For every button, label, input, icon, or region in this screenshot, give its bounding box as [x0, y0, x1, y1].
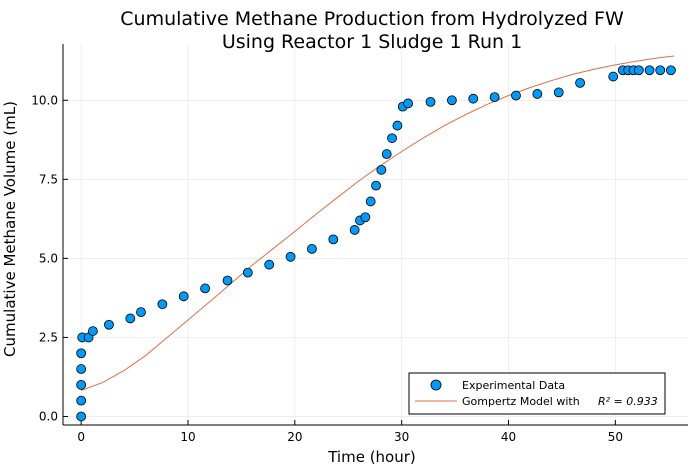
chart-title-line-1: Cumulative Methane Production from Hydro… [120, 8, 624, 30]
data-point [157, 299, 168, 310]
data-point [200, 283, 210, 294]
data-point [633, 65, 644, 76]
data-point [655, 65, 666, 76]
data-point [532, 89, 543, 99]
data-point [425, 96, 436, 107]
data-point [125, 313, 136, 324]
data-point [489, 92, 500, 103]
data-point [381, 149, 392, 159]
axes [62, 44, 688, 426]
data-point [136, 307, 146, 318]
legend-label-r2: R² = 0.933 [598, 395, 658, 408]
x-tick-label: 50 [608, 430, 623, 444]
ticks: 0 10 20 30 40 50 0.0 2.5 5.0 7.5 10.0 [31, 93, 623, 444]
data-point [644, 65, 655, 76]
grid [63, 44, 688, 425]
data-point [76, 364, 87, 374]
y-axis-label: Cumulative Methane Volume (mL) [1, 101, 19, 357]
legend-label-gompertz: Gompertz Model with [462, 395, 580, 408]
data-point [76, 395, 87, 406]
data-point [242, 267, 253, 278]
data-point [264, 259, 275, 270]
data-point [387, 133, 397, 144]
data-point [553, 87, 564, 98]
data-point [575, 77, 585, 88]
data-point [76, 379, 87, 390]
data-point [76, 411, 87, 422]
data-point [392, 120, 403, 131]
y-tick-label: 7.5 [39, 172, 58, 186]
scatter-layer [76, 65, 676, 422]
data-point [365, 196, 376, 207]
x-tick-label: 20 [287, 430, 302, 444]
y-tick-label: 0.0 [39, 409, 58, 423]
legend: Experimental Data Gompertz Model with R²… [408, 372, 666, 415]
data-point [88, 326, 98, 336]
legend-box [408, 372, 666, 415]
data-point [307, 243, 317, 254]
chart-title-line-2: Using Reactor 1 Sludge 1 Run 1 [222, 31, 522, 53]
data-point [403, 98, 413, 109]
data-point [360, 212, 371, 223]
data-point [608, 71, 619, 82]
data-point [376, 164, 387, 175]
legend-marker-experimental [430, 379, 442, 391]
x-tick-label: 40 [501, 430, 516, 444]
data-point [349, 225, 360, 235]
data-point [222, 275, 233, 286]
x-tick-label: 10 [180, 430, 195, 444]
data-point [666, 65, 676, 76]
gompertz-line-layer [81, 55, 675, 391]
data-point [178, 291, 189, 302]
x-axis-label: Time (hour) [327, 448, 416, 466]
x-tick-label: 30 [394, 430, 409, 444]
data-point [371, 180, 381, 191]
y-tick-label: 10.0 [31, 93, 58, 107]
data-point [511, 90, 521, 101]
data-point [76, 348, 87, 359]
legend-label-experimental: Experimental Data [462, 379, 565, 392]
x-tick-label: 0 [77, 430, 85, 444]
gompertz-model-line [81, 55, 675, 391]
data-point [468, 93, 479, 104]
data-point [446, 95, 457, 106]
data-point [285, 251, 296, 262]
y-tick-label: 2.5 [39, 330, 58, 344]
y-tick-label: 5.0 [39, 251, 58, 265]
data-point [328, 234, 339, 245]
data-point [104, 319, 114, 330]
